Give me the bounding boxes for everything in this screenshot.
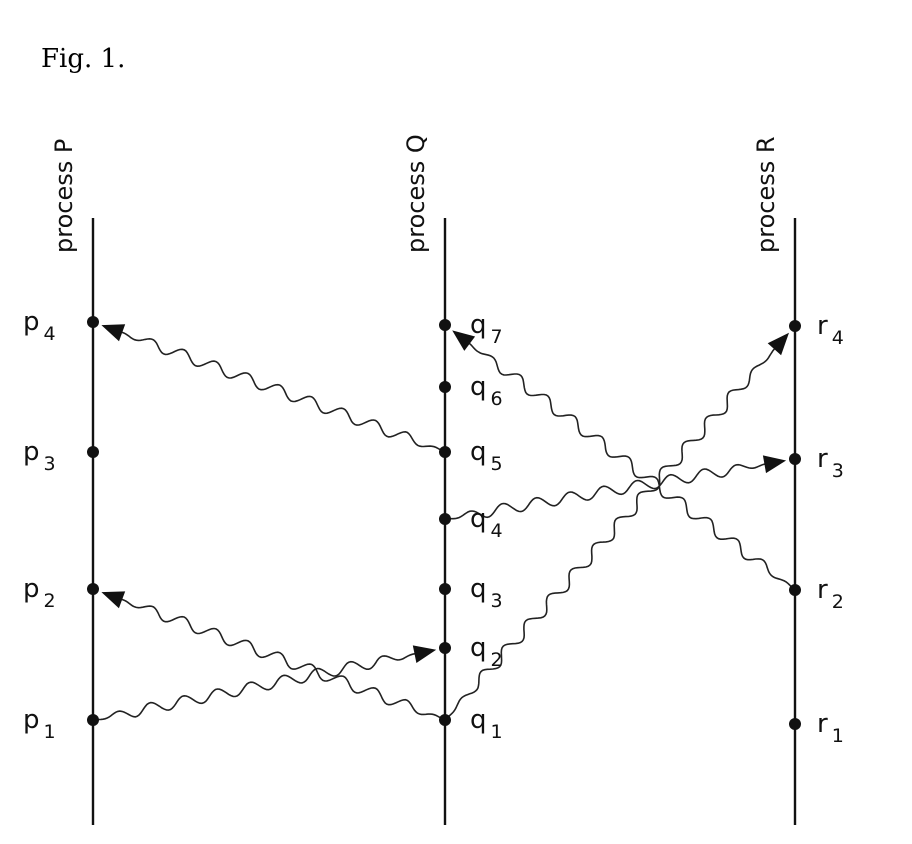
event-label-letter: q — [470, 633, 487, 663]
event-label-index: 1 — [44, 721, 56, 743]
message-arrows — [92, 324, 796, 721]
event-label-index: 4 — [491, 520, 503, 542]
process-label-q: process Q — [402, 134, 430, 253]
arrowhead-p2 — [101, 591, 126, 609]
arrowhead-p4 — [101, 324, 126, 342]
event-label-letter: r — [817, 709, 828, 739]
event-dot-p2 — [87, 583, 99, 595]
event-dot-q3 — [439, 583, 451, 595]
event-label-letter: q — [470, 437, 487, 467]
arrowhead-q7 — [452, 330, 476, 351]
event-label-letter: q — [470, 372, 487, 402]
event-label-index: 2 — [491, 649, 503, 671]
event-label-letter: q — [470, 504, 487, 534]
event-dot-r2 — [789, 584, 801, 596]
figure-caption: Fig. 1. — [41, 44, 126, 74]
event-dot-q1 — [439, 714, 451, 726]
event-dot-p3 — [87, 446, 99, 458]
event-label-letter: q — [470, 574, 487, 604]
message-q1-to-p2 — [118, 597, 446, 721]
event-label-index: 6 — [491, 388, 503, 410]
event-label-index: 4 — [44, 323, 56, 345]
event-label-letter: q — [470, 705, 487, 735]
event-dot-r4 — [789, 320, 801, 332]
event-dot-p4 — [87, 316, 99, 328]
message-r2-to-q7 — [466, 340, 796, 591]
process-label-r: process R — [752, 136, 780, 253]
event-label-index: 3 — [832, 460, 844, 482]
arrowhead-r4 — [767, 332, 789, 356]
event-label-letter: r — [817, 311, 828, 341]
process-label-p: process P — [50, 139, 78, 253]
event-dot-q6 — [439, 381, 451, 393]
event-label-index: 5 — [491, 453, 503, 475]
event-label-letter: p — [23, 307, 40, 337]
event-label-letter: q — [470, 310, 487, 340]
event-label-index: 2 — [44, 590, 56, 612]
event-label-index: 3 — [44, 453, 56, 475]
event-label-index: 1 — [491, 721, 503, 743]
message-q4-to-r3 — [444, 462, 769, 520]
event-label-index: 2 — [832, 591, 844, 613]
message-q5-to-p4 — [118, 330, 446, 453]
event-label-index: 4 — [832, 327, 844, 349]
event-label-index: 1 — [832, 725, 844, 747]
event-label-index: 3 — [491, 590, 503, 612]
event-points — [87, 316, 801, 730]
event-label-letter: p — [23, 574, 40, 604]
event-label-letter: p — [23, 705, 40, 735]
event-label-letter: r — [817, 575, 828, 605]
message-q1-to-r4 — [444, 345, 778, 721]
arrowhead-r3 — [762, 455, 787, 474]
event-dot-r1 — [789, 718, 801, 730]
event-dot-p1 — [87, 714, 99, 726]
event-dot-q7 — [439, 319, 451, 331]
event-label-letter: r — [817, 444, 828, 474]
event-dot-q2 — [439, 642, 451, 654]
message-p1-to-q2 — [92, 652, 419, 721]
event-label-index: 7 — [491, 326, 503, 348]
event-dot-q4 — [439, 513, 451, 525]
event-dot-r3 — [789, 453, 801, 465]
event-dot-q5 — [439, 446, 451, 458]
event-label-letter: p — [23, 437, 40, 467]
arrowhead-q2 — [412, 645, 437, 663]
